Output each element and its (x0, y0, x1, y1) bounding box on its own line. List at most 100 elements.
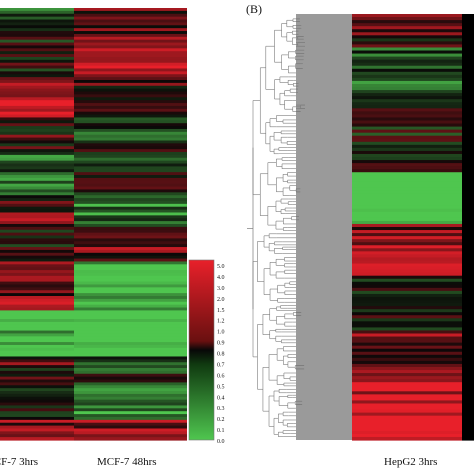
hepg2-heatmap-cell (352, 62, 462, 67)
hepg2-heatmap-cell (462, 233, 474, 237)
mcf7-heatmap-cell (0, 189, 74, 193)
mcf7-heatmap-cell (74, 434, 187, 438)
column-label-mcf7-3hrs: MCF-7 3hrs (0, 456, 38, 468)
mcf7-heatmap-cell (0, 313, 74, 317)
mcf7-heatmap-cell (0, 350, 74, 355)
mcf7-heatmap-cell (74, 85, 187, 90)
hepg2-heatmap-cell (352, 300, 462, 304)
hepg2-heatmap-cell (462, 108, 474, 112)
mcf7-heatmap-cell (0, 160, 74, 165)
hepg2-heatmap-cell (462, 330, 474, 335)
mcf7-heatmap-cell (0, 287, 74, 291)
hepg2-heatmap-cell (352, 272, 462, 277)
hepg2-heatmap-cell (462, 415, 474, 420)
hepg2-heatmap-cell (352, 68, 462, 73)
mcf7-heatmap-cell (74, 339, 187, 343)
hepg2-heatmap-cell (352, 138, 462, 143)
mcf7-heatmap-cell (74, 25, 187, 29)
hepg2-heatmap-cell (462, 147, 474, 152)
hepg2-heatmap-cell (352, 385, 462, 389)
mcf7-heatmap-cell (74, 344, 187, 349)
hepg2-heatmap-cell (462, 260, 474, 265)
hepg2-heatmap-cell (462, 333, 474, 338)
hepg2-heatmap-cell (352, 117, 462, 122)
mcf7-heatmap-cell (74, 287, 187, 291)
hepg2-heatmap-cell (352, 354, 462, 359)
hepg2-heatmap-cell (462, 144, 474, 149)
mcf7-heatmap-cell (74, 186, 187, 191)
mcf7-heatmap-cell (74, 59, 187, 64)
mcf7-heatmap-cell (0, 33, 74, 38)
hepg2-heatmap-cell (352, 324, 462, 329)
hepg2-heatmap-cell (352, 263, 462, 268)
mcf7-heatmap-cell (0, 247, 74, 251)
hepg2-heatmap-cell (462, 217, 474, 222)
hepg2-heatmap-cell (462, 35, 474, 39)
hepg2-heatmap-cell (352, 163, 462, 167)
hepg2-heatmap-cell (462, 169, 474, 173)
hepg2-heatmap-cell (352, 47, 462, 52)
mcf7-heatmap-cell (0, 111, 74, 116)
mcf7-heatmap-cell (0, 324, 74, 329)
hepg2-heatmap-cell (352, 59, 462, 64)
hepg2-heatmap-cell (352, 260, 462, 265)
mcf7-heatmap-cell (0, 344, 74, 349)
hepg2-heatmap-cell (352, 245, 462, 249)
color-scale-tick-label: 0.5 (217, 384, 225, 390)
mcf7-heatmap-cell (0, 45, 74, 49)
hepg2-heatmap-cell (352, 275, 462, 280)
mcf7-heatmap-cell (0, 177, 74, 182)
hepg2-heatmap-cell (462, 263, 474, 268)
hepg2-heatmap-cell (352, 196, 462, 201)
mcf7-heatmap-cell (0, 316, 74, 320)
hepg2-heatmap-cell (352, 239, 462, 243)
hepg2-heatmap-cell (352, 236, 462, 240)
mcf7-heatmap-cell (74, 313, 187, 317)
hepg2-heatmap-cell (462, 59, 474, 64)
mcf7-heatmap-cell (0, 59, 74, 64)
mcf7-heatmap-cell (0, 342, 74, 346)
hepg2-heatmap-cell (462, 266, 474, 271)
mcf7-heatmap-cell (74, 281, 187, 286)
hepg2-heatmap-cell (352, 230, 462, 234)
mcf7-heatmap-cell (0, 252, 74, 257)
hepg2-heatmap-cell (462, 77, 474, 82)
hepg2-heatmap-cell (462, 50, 474, 55)
hepg2-heatmap-cell (462, 357, 474, 362)
mcf7-heatmap-cell (0, 437, 74, 441)
hepg2-heatmap-cell (462, 196, 474, 201)
hepg2-heatmap-cell (462, 239, 474, 243)
mcf7-heatmap-cell (74, 249, 187, 254)
mcf7-heatmap-cell (0, 301, 74, 306)
mcf7-heatmap-cell (74, 301, 187, 306)
mcf7-heatmap-cell (74, 252, 187, 257)
mcf7-heatmap-cell (0, 431, 74, 435)
mcf7-heatmap-cell (74, 10, 187, 15)
mcf7-heatmap-cell (0, 226, 74, 231)
mcf7-heatmap-cell (0, 264, 74, 268)
mcf7-heatmap-cell (74, 391, 187, 395)
color-scale-tick-label: 3.0 (217, 286, 225, 292)
mcf7-heatmap-cell (0, 108, 74, 113)
mcf7-heatmap-cell (74, 405, 187, 409)
mcf7-heatmap-cell (0, 195, 74, 199)
hepg2-heatmap-cell (462, 312, 474, 316)
mcf7-heatmap-cell (0, 272, 74, 277)
mcf7-heatmap-cell (74, 293, 187, 297)
mcf7-heatmap-cell (74, 42, 187, 47)
mcf7-heatmap-cell (74, 267, 187, 271)
mcf7-heatmap-cell (74, 82, 187, 87)
mcf7-heatmap-cell (74, 396, 187, 401)
mcf7-heatmap-cell (74, 19, 187, 23)
hepg2-heatmap-cell (352, 370, 462, 374)
mcf7-heatmap-cell (0, 140, 74, 144)
color-scale-tick-label: 0.3 (217, 406, 225, 412)
hepg2-heatmap-cell (352, 309, 462, 313)
hepg2-heatmap-cell (352, 339, 462, 344)
mcf7-heatmap-cell (74, 238, 187, 242)
hepg2-heatmap-cell (462, 117, 474, 122)
hepg2-heatmap-cell (462, 257, 474, 262)
hepg2-heatmap-cell (462, 336, 474, 341)
mcf7-heatmap-cell (74, 111, 187, 116)
mcf7-heatmap-cell (0, 339, 74, 343)
